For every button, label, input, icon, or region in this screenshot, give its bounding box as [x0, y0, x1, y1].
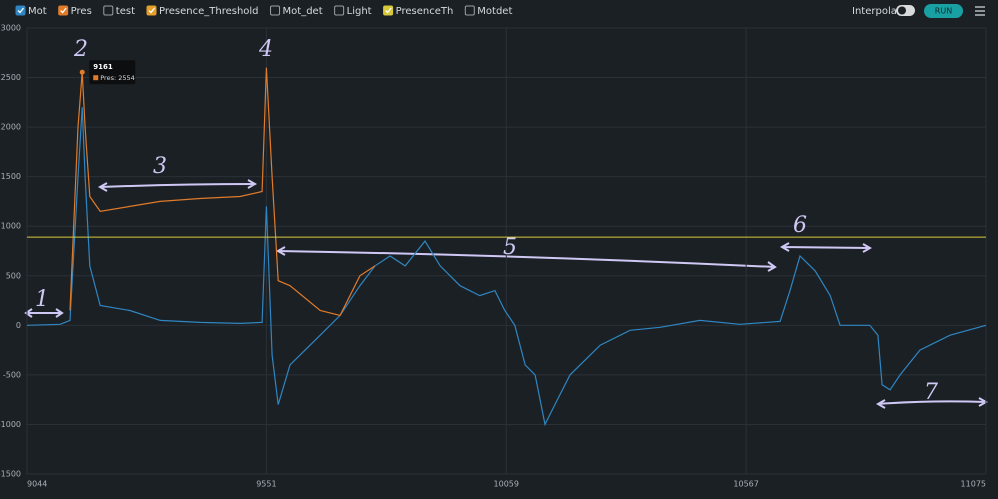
tooltip-text: Pres: 2554 [100, 74, 135, 82]
y-tick-label: 2500 [1, 73, 21, 82]
run-label: RUN [935, 7, 952, 16]
legend-label: Mot [28, 6, 47, 17]
x-tick-label: 9044 [27, 480, 47, 489]
check-mark [385, 7, 392, 14]
check-mark [17, 7, 25, 14]
y-tick-label: -500 [3, 370, 21, 379]
legend-label: test [116, 6, 135, 17]
tooltip: 9161 Pres: 2554 [89, 60, 136, 85]
legend-checkbox[interactable] [464, 5, 475, 16]
y-tick-label: 3000 [1, 24, 21, 33]
run-button[interactable] [924, 4, 963, 18]
annotation: 6 [793, 213, 807, 238]
y-tick-label: 0 [16, 321, 21, 330]
arrows [24, 179, 989, 409]
legend-label: PresenceTh [396, 6, 454, 17]
legend-checkbox[interactable] [270, 5, 281, 16]
x-tick-label: 10059 [494, 480, 519, 489]
y-tick-label: 1000 [1, 222, 21, 231]
y-tick-label: 2000 [1, 123, 21, 132]
toggle-knob [898, 6, 906, 15]
legend-label: Light [347, 6, 372, 17]
tooltip-title: 9161 [93, 63, 113, 71]
y-tick-label: 500 [6, 271, 21, 280]
legend-label: Presence_Threshold [159, 6, 259, 17]
menu-icon[interactable] [975, 6, 985, 16]
legend-label: Pres [71, 6, 92, 17]
legend-label: Mot_det [283, 6, 323, 17]
annotation: 5 [503, 235, 517, 260]
check-mark [60, 7, 67, 14]
hover-point [79, 69, 85, 75]
interpolate-label: Interpolate [852, 6, 907, 17]
legend-label: Motdet [477, 6, 512, 17]
annotation: 7 [924, 380, 938, 405]
series-line [69, 67, 376, 317]
series-line [26, 107, 987, 427]
annotation: 4 [258, 37, 273, 62]
legend-checkbox[interactable] [103, 5, 114, 16]
x-tick-label: 9551 [256, 480, 276, 489]
legend-checkbox[interactable] [383, 5, 394, 16]
check-mark [148, 7, 156, 14]
toolbar: Interpolate RUN [852, 4, 985, 18]
annotation: 1 [35, 287, 49, 312]
legend-checkbox[interactable] [146, 5, 157, 16]
legend-checkbox[interactable] [15, 5, 26, 16]
y-tick-label: -1500 [0, 470, 21, 479]
annotation: 3 [153, 154, 167, 179]
legend-checkbox[interactable] [334, 5, 345, 16]
x-tick-label: 10567 [733, 480, 758, 489]
tooltip-box [89, 60, 136, 85]
y-tick-label: 1500 [1, 172, 21, 181]
y-tick-label: -1000 [0, 420, 21, 429]
x-tick-label: 11075 [961, 480, 986, 489]
annotation: 2 [73, 37, 88, 62]
legend-checkbox[interactable] [58, 5, 69, 16]
tooltip-swatch [93, 75, 99, 81]
